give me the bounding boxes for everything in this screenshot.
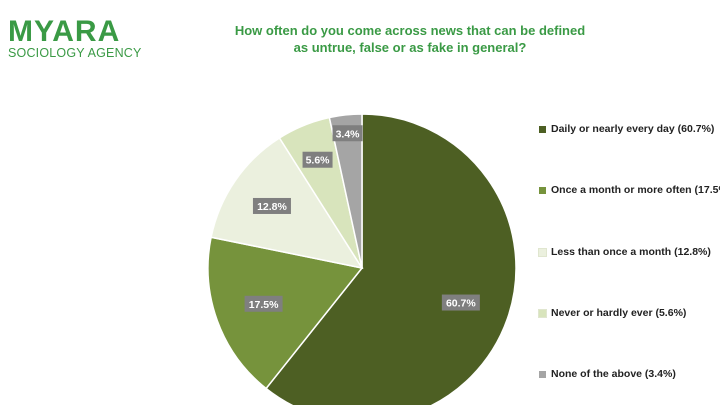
svg-text:12.8%: 12.8% [257, 201, 287, 213]
data-label-5: 3.4% [332, 125, 363, 142]
pie-slice-2 [207, 236, 364, 390]
legend-swatch [538, 247, 547, 257]
legend-item-2: Once a month or more often (17.5%) [539, 184, 720, 196]
legend-item-4: Never or hardly ever (5.6%) [538, 307, 687, 319]
chart-title: How often do you come across news that c… [200, 22, 620, 56]
legend-swatch [539, 370, 546, 378]
brand-logo: MYARA SOCIOLOGY AGENCY [8, 15, 142, 61]
legend-item-1: Daily or nearly every day (60.7%) [539, 123, 714, 135]
svg-text:60.7%: 60.7% [446, 298, 476, 310]
legend-swatch [539, 125, 546, 133]
svg-text:3.4%: 3.4% [336, 128, 361, 140]
legend-swatch [538, 308, 547, 318]
legend-label: None of the above (3.4%) [551, 368, 676, 380]
legend-label: Daily or nearly every day (60.7%) [551, 123, 715, 135]
legend-item-3: Less than once a month (12.8%) [538, 246, 711, 258]
legend-label: Once a month or more often (17.5%) [551, 184, 720, 196]
chart-title-line-2: as untrue, false or as fake in general? [293, 40, 527, 55]
legend-label: Less than once a month (12.8%) [551, 246, 711, 258]
svg-text:17.5%: 17.5% [249, 299, 279, 311]
pie-slice-1 [265, 113, 517, 405]
chart-title-line-1: How often do you come across news that c… [234, 23, 586, 38]
brand-name: MYARA [8, 15, 121, 48]
data-label-1: 60.7% [441, 294, 480, 311]
legend-label: Never or hardly ever (5.6%) [551, 307, 687, 319]
legend-swatch [539, 186, 546, 194]
data-label-4: 5.6% [302, 151, 333, 168]
data-label-3: 12.8% [252, 197, 291, 214]
brand-subtitle: SOCIOLOGY AGENCY [8, 46, 142, 60]
pie-slice-5 [328, 113, 363, 269]
legend-item-5: None of the above (3.4%) [539, 368, 676, 380]
data-label-2: 17.5% [244, 295, 283, 312]
svg-text:5.6%: 5.6% [306, 155, 331, 167]
